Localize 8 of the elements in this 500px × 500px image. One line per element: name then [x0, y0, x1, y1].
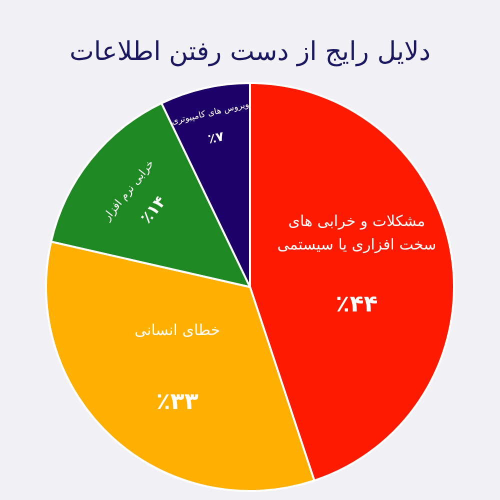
slice-label: مشکلات و خرابی های سخت افزاری یا سیستمی	[277, 212, 436, 254]
data-label: ٪۷	[206, 129, 226, 148]
data-label: ٪۱۴	[136, 192, 170, 228]
slice-label: خطای انسانی	[134, 320, 220, 339]
chart-title: دلایل رایج از دست رفتن اطلاعات	[68, 36, 432, 69]
slice-label: ویروس های کامپیوتری	[170, 100, 250, 128]
data-label: ٪۳۳	[156, 389, 198, 416]
data-label: ٪۴۴	[336, 292, 378, 318]
